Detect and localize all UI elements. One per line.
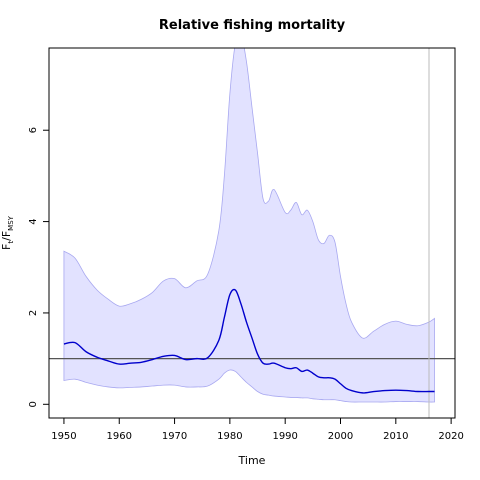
- x-tick-label: 1980: [217, 431, 242, 442]
- median-line: [63, 288, 435, 394]
- y-tick-label: 4: [28, 218, 39, 224]
- y-axis: 0 2 4 6: [28, 127, 50, 407]
- y-tick-label: 6: [28, 127, 39, 133]
- x-tick-label: 2020: [438, 431, 463, 442]
- chart-title: Relative fishing mortality: [159, 18, 346, 33]
- x-tick-label: 2010: [383, 431, 408, 442]
- y-axis-label-mid: /F: [0, 231, 13, 241]
- x-tick-label: 2000: [328, 431, 353, 442]
- y-tick-label: 2: [28, 310, 39, 316]
- confidence-band: [63, 48, 435, 403]
- x-tick-label: 1950: [51, 431, 76, 442]
- y-axis-label-sub1: t: [7, 241, 15, 244]
- y-axis-label-main: F: [0, 244, 13, 250]
- x-tick-label: 1960: [107, 431, 132, 442]
- y-axis-label-sub2: MSY: [7, 215, 15, 230]
- plot-region: [49, 48, 455, 418]
- x-tick-label: 1970: [162, 431, 187, 442]
- x-axis-label: Time: [238, 454, 266, 467]
- x-axis: 1950 1960 1970 1980 1990 2000 2010 2020: [51, 417, 464, 442]
- x-tick-label: 1990: [272, 431, 297, 442]
- y-axis-label: Ft/FMSY: [0, 215, 15, 250]
- y-tick-label: 0: [28, 401, 39, 407]
